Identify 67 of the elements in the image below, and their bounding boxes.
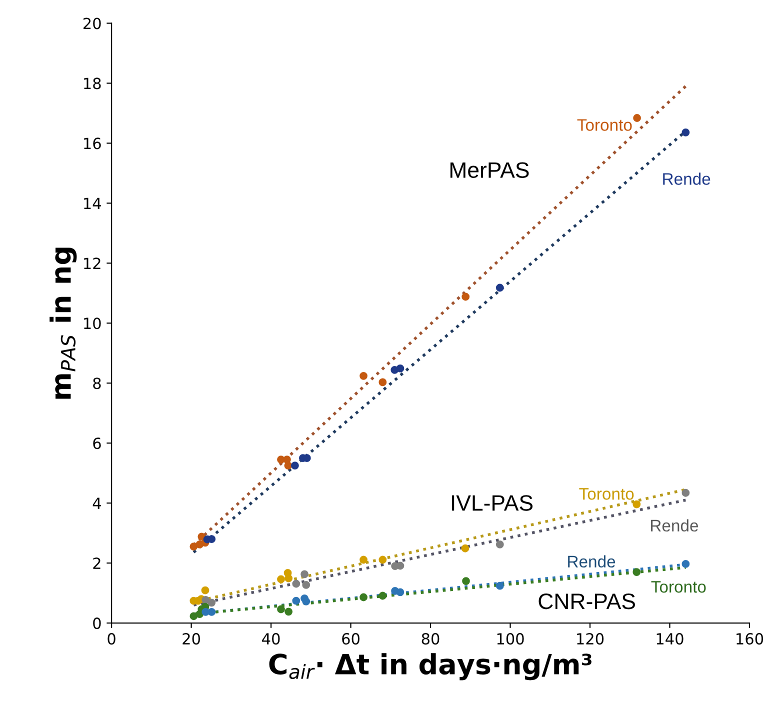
annotation: CNR-PAS [538,593,635,610]
x-axis-title: C$_{air}$· Δt in days·ng/m³ [269,653,592,680]
point [632,568,641,576]
point [378,556,387,564]
point [277,575,285,584]
point [682,488,690,497]
point [682,560,690,568]
y-axis-title: m$_{PAS}$ in ng [50,248,77,399]
point [208,598,216,607]
x-tick-label: 60 [342,633,360,645]
annotation: Toronto [577,119,632,131]
point [292,580,300,588]
x-tick-label: 0 [108,633,116,645]
point [284,462,292,470]
point [190,542,198,551]
point [496,582,504,590]
annotation: MerPAS [450,162,529,178]
point [378,378,387,386]
point [360,556,368,564]
point [360,372,368,380]
x-tick-label: 100 [497,633,524,645]
y-tick-label: 8 [93,378,101,390]
x-tick-label: 40 [262,633,280,645]
x-tick-label: 160 [736,633,764,645]
point [396,588,404,596]
annotation: Rende [568,555,616,568]
point [302,581,310,589]
y-tick-label: 18 [84,78,101,90]
point [360,593,368,602]
point [284,608,293,616]
point [496,540,504,548]
annotation: Toronto [579,488,634,500]
point [462,292,470,301]
point [396,364,404,372]
point [292,596,300,605]
point [190,612,198,620]
y-tick-label: 6 [93,438,101,450]
point [208,608,216,616]
point [682,128,690,136]
point [632,500,641,508]
x-tick-label: 80 [422,633,440,645]
point [633,114,641,122]
x-tick-label: 120 [577,633,604,645]
point [277,605,285,614]
point [378,592,387,600]
y-tick-label: 0 [93,618,101,630]
annotation: Rende [663,172,710,185]
annotation: Toronto [651,581,706,593]
point [201,586,210,594]
point [300,570,308,578]
point [462,577,470,586]
x-tick-label: 140 [656,633,684,645]
y-tick-label: 4 [92,498,101,509]
y-tick-label: 20 [84,18,101,30]
point [302,597,310,606]
y-tick-label: 16 [84,138,101,150]
point [284,574,293,582]
annotation: Rende [651,519,698,532]
point [291,462,299,470]
y-tick-label: 14 [84,198,101,209]
y-tick-label: 12 [84,258,100,269]
point [496,284,504,292]
point [461,544,470,552]
y-tick-label: 2 [93,558,100,569]
x-tick-label: 20 [182,633,200,645]
y-tick-label: 10 [84,318,101,330]
annotation: IVL-PAS [452,495,533,511]
